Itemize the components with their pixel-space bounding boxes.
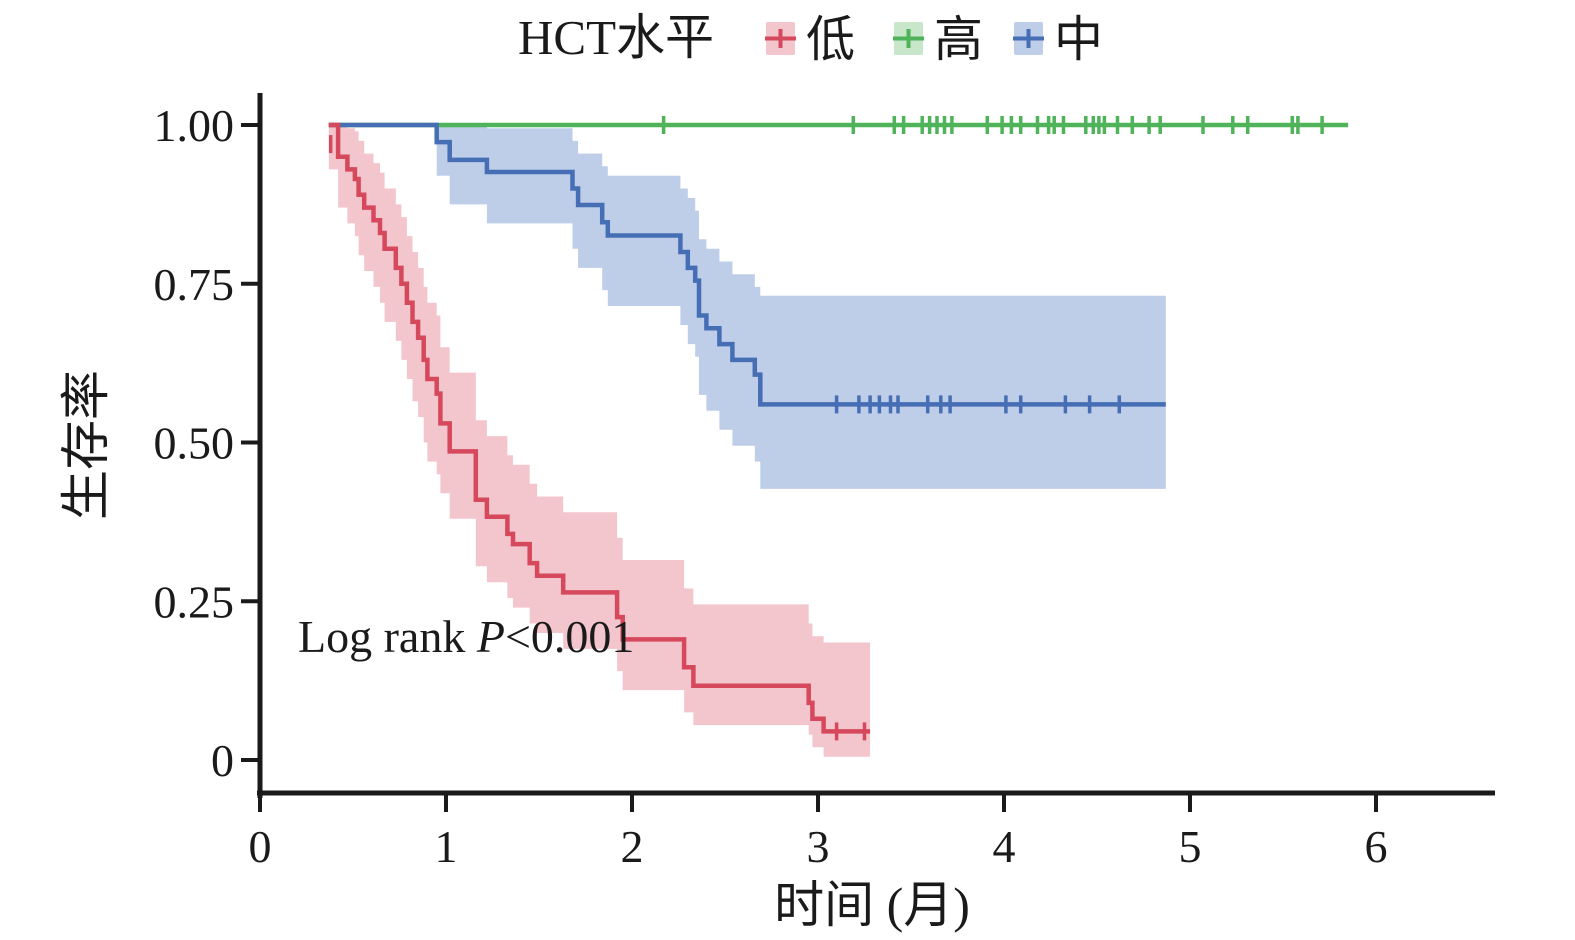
y-tick-label: 0.25	[154, 576, 235, 627]
x-axis-ticks: 0 1 2 3 4 5 6	[249, 793, 1388, 872]
x-tick-label: 2	[621, 821, 644, 872]
medium-censor-group	[834, 395, 1122, 414]
legend: HCT水平 低 高 中	[518, 10, 1103, 67]
legend-label-medium: 中	[1054, 12, 1103, 67]
x-tick-label: 3	[807, 821, 830, 872]
x-tick-label: 6	[1365, 821, 1388, 872]
legend-item-high: 高	[893, 12, 983, 67]
legend-title: HCT水平	[518, 10, 714, 65]
y-tick-label: 0.75	[154, 259, 235, 310]
x-axis-label: 时间 (月)	[774, 877, 970, 933]
censor-marks	[328, 116, 1324, 741]
legend-label-low: 低	[806, 12, 855, 67]
low-censor-group	[328, 135, 867, 741]
x-tick-label: 0	[249, 821, 272, 872]
logrank-p-value: <0.001	[505, 611, 634, 662]
low-confidence-band	[328, 125, 871, 757]
high-censor-group	[661, 116, 1324, 134]
medium-survival-curve	[328, 122, 1166, 407]
y-axis-ticks: 0 0.25 0.50 0.75 1.00	[154, 100, 260, 786]
confidence-bands	[328, 125, 1166, 757]
y-axis-label: 生存率	[58, 370, 114, 520]
legend-item-medium: 中	[1013, 12, 1103, 67]
y-tick-label: 1.00	[154, 100, 235, 151]
logrank-annotation: Log rank P<0.001	[298, 611, 634, 662]
legend-label-high: 高	[934, 12, 983, 67]
x-tick-label: 4	[993, 821, 1016, 872]
legend-item-low: 低	[765, 12, 855, 67]
y-tick-label: 0.50	[154, 418, 235, 469]
low-survival-curve	[328, 122, 871, 734]
x-tick-label: 1	[435, 821, 458, 872]
x-tick-label: 5	[1179, 821, 1202, 872]
axes	[257, 93, 1495, 798]
y-tick-label: 0	[211, 735, 234, 786]
medium-confidence-band	[436, 125, 1166, 489]
logrank-p-symbol: P	[476, 611, 505, 662]
survival-curves	[328, 122, 1349, 734]
logrank-text: Log rank	[298, 611, 477, 662]
